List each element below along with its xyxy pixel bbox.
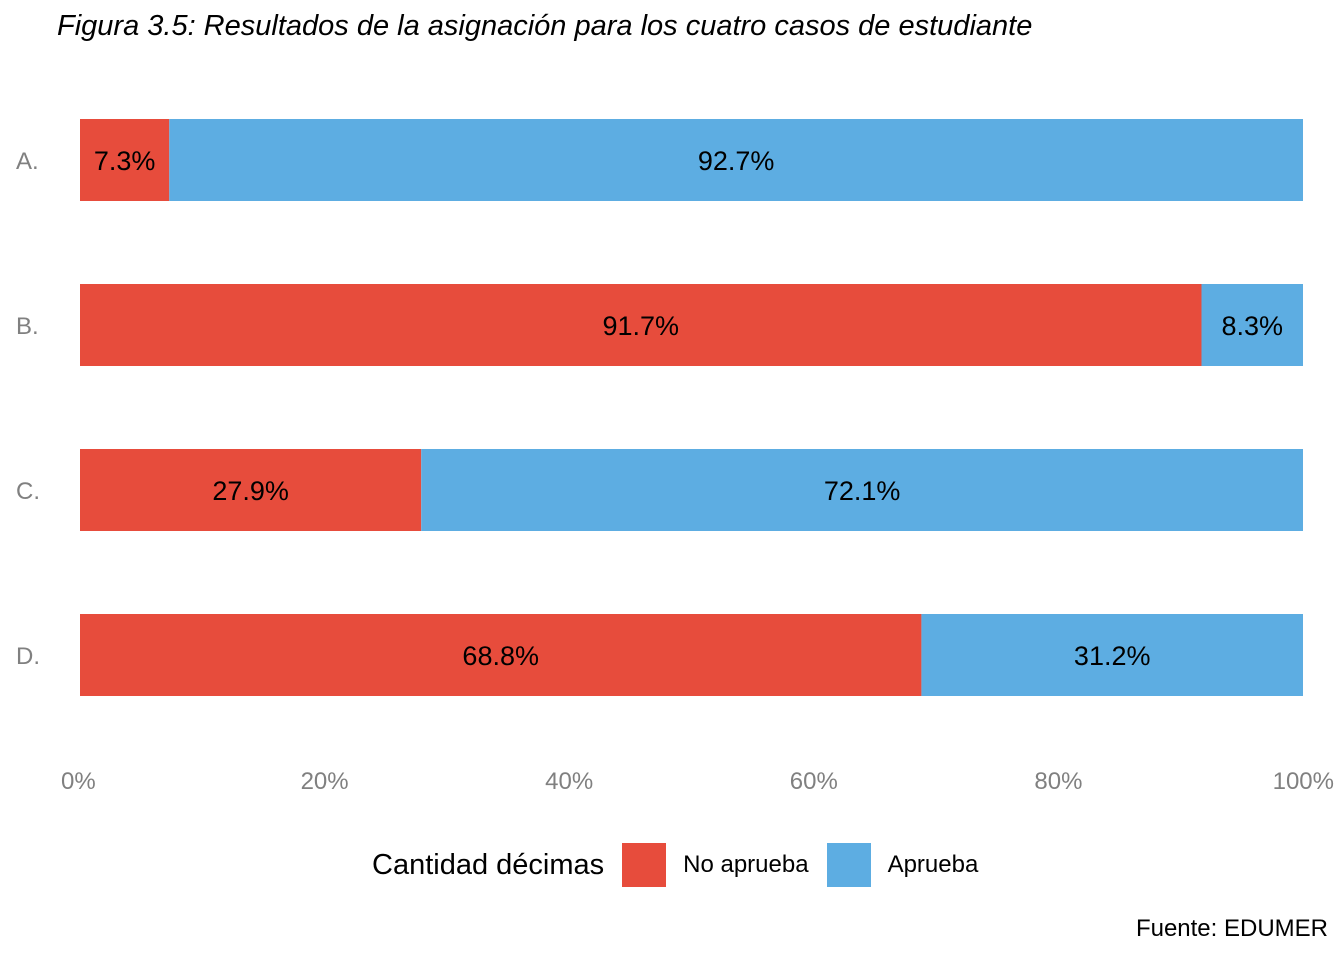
x-tick-label-20: 20% [301, 768, 349, 795]
data-label-a-no-aprueba: 7.3% [94, 146, 156, 176]
legend-swatch-no-aprueba [622, 843, 667, 887]
chart-title: Figura 3.5: Resultados de la asignación … [57, 10, 1033, 42]
x-tick-label-60: 60% [790, 768, 838, 795]
bar-b-aprueba [1201, 284, 1303, 366]
bar-b-no-aprueba [80, 284, 1202, 366]
legend-title: Cantidad décimas [372, 848, 605, 881]
data-label-d-aprueba: 31.2% [1074, 641, 1151, 671]
x-tick-label-80: 80% [1034, 768, 1082, 795]
data-label-d-no-aprueba: 68.8% [462, 641, 539, 671]
y-tick-label-a: A. [16, 148, 39, 175]
data-label-b-aprueba: 8.3% [1221, 311, 1283, 341]
data-label-a-aprueba: 92.7% [698, 146, 775, 176]
bar-d-no-aprueba [80, 614, 922, 696]
bar-a-no-aprueba [80, 119, 170, 201]
data-label-c-no-aprueba: 27.9% [212, 476, 289, 506]
bar-d-aprueba [921, 614, 1303, 696]
x-tick-label-40: 40% [545, 768, 593, 795]
data-label-b-no-aprueba: 91.7% [602, 311, 679, 341]
y-tick-label-b: B. [16, 313, 39, 340]
bar-a-aprueba [169, 119, 1303, 201]
y-tick-label-c: C. [16, 478, 40, 505]
legend-label-no-aprueba: No aprueba [683, 851, 809, 878]
data-label-c-aprueba: 72.1% [824, 476, 901, 506]
y-tick-label-d: D. [16, 643, 40, 670]
bar-c-no-aprueba [80, 449, 422, 531]
bar-c-aprueba [421, 449, 1303, 531]
x-tick-label-0: 0% [61, 768, 96, 795]
chart-caption: Fuente: EDUMER [1135, 915, 1328, 942]
x-tick-label-100: 100% [1273, 768, 1334, 795]
legend: Cantidad décimas No aprueba Aprueba [372, 842, 996, 888]
legend-label-aprueba: Aprueba [887, 851, 979, 878]
legend-swatch-aprueba [826, 843, 871, 887]
